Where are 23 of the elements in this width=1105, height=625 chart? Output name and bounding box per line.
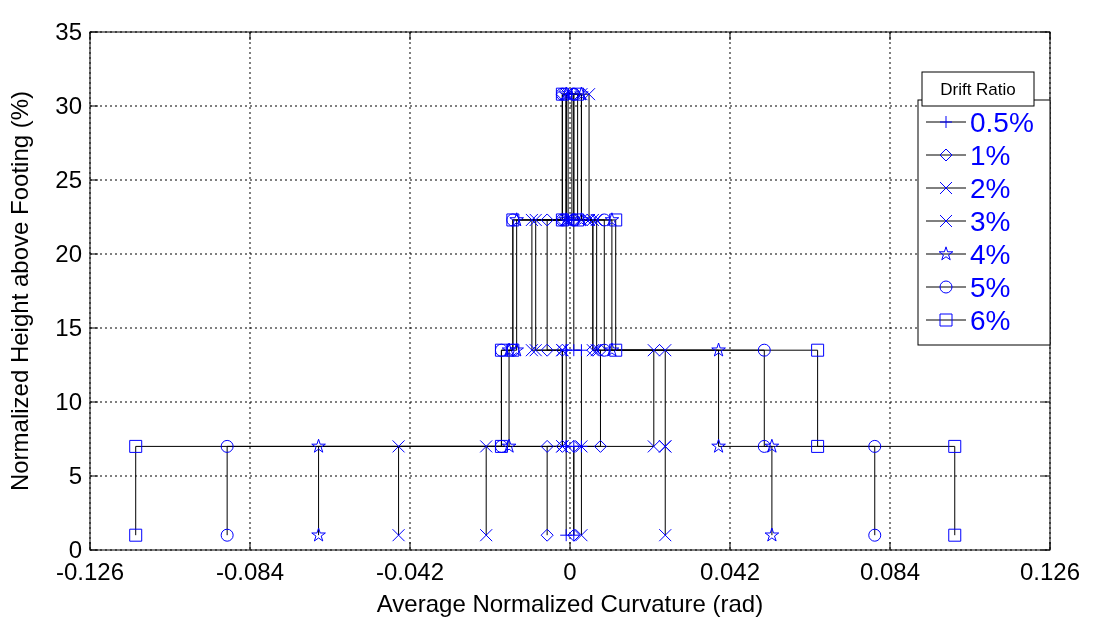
y-tick-label: 5 <box>68 462 82 489</box>
y-tick-label: 10 <box>55 388 82 415</box>
x-tick-label: 0.084 <box>859 558 921 585</box>
legend-label: 0.5% <box>970 107 1034 138</box>
x-tick-label: -0.084 <box>215 558 285 585</box>
legend-label: 3% <box>970 206 1011 237</box>
y-axis-title: Normalized Height above Footing (%) <box>6 90 33 492</box>
x-axis-title: Average Normalized Curvature (rad) <box>376 590 764 617</box>
legend-label: 5% <box>970 272 1011 303</box>
x-tick-label: 0.126 <box>1019 558 1081 585</box>
legend-label: 1% <box>970 140 1011 171</box>
x-tick-label: -0.042 <box>375 558 445 585</box>
legend-label: 4% <box>970 239 1011 270</box>
y-tick-label: 15 <box>55 314 82 341</box>
x-tick-label: 0 <box>563 558 577 585</box>
legend-label: 6% <box>970 305 1011 336</box>
y-tick-label: 30 <box>55 92 82 119</box>
y-tick-label: 25 <box>55 166 82 193</box>
legend-label: 2% <box>970 173 1011 204</box>
y-tick-label: 20 <box>55 240 82 267</box>
x-tick-label: 0.042 <box>699 558 761 585</box>
legend-title: Drift Ratio <box>940 80 1016 99</box>
y-tick-label: 35 <box>55 18 82 45</box>
